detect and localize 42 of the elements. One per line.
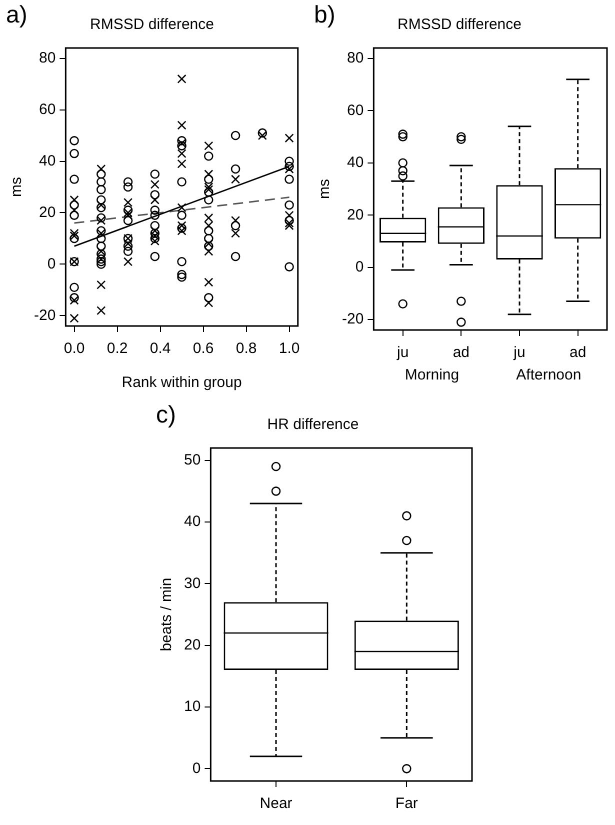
x-tick-label: Near xyxy=(260,795,292,812)
y-tick-label: 50 xyxy=(184,451,201,468)
y-axis-title: ms xyxy=(8,177,26,197)
y-tick-label: 0 xyxy=(192,760,201,777)
x-tick-label: ad xyxy=(452,344,470,362)
chart-title: RMSSD difference xyxy=(90,16,214,34)
y-tick-label: -20 xyxy=(342,310,364,328)
y-axis-title: ms xyxy=(316,179,334,199)
x-tick-label: 0.8 xyxy=(236,340,257,358)
y-tick-label: 40 xyxy=(184,513,201,530)
y-tick-label: 0 xyxy=(47,255,56,272)
x-tick-label: Far xyxy=(395,795,418,812)
text: a) xyxy=(6,2,28,29)
y-tick-label: 60 xyxy=(346,102,364,119)
y-tick-label: 20 xyxy=(184,636,201,654)
y-tick-label: 80 xyxy=(38,49,56,66)
y-tick-label: 20 xyxy=(346,206,364,224)
y-tick-label: 80 xyxy=(346,50,364,67)
text: c) xyxy=(156,402,176,429)
y-tick-label: 10 xyxy=(184,698,201,716)
y-tick-label: 60 xyxy=(38,100,56,118)
x-tick-label: 0.0 xyxy=(64,340,85,358)
y-tick-label: 40 xyxy=(38,152,56,170)
x-tick-label: ad xyxy=(569,344,586,362)
x-tick-label: ju xyxy=(396,344,409,362)
x-tick-label: ju xyxy=(512,344,526,362)
x-tick-label: 0.2 xyxy=(106,340,128,358)
chart-title: HR difference xyxy=(267,416,359,434)
y-tick-label: 30 xyxy=(184,574,201,592)
y-tick-label: 40 xyxy=(346,154,364,172)
text: Afternoon xyxy=(516,366,582,384)
x-tick-label: 0.6 xyxy=(192,340,214,358)
x-tick-label: 1.0 xyxy=(278,340,300,358)
text: b) xyxy=(314,2,336,29)
text: Morning xyxy=(404,366,460,384)
y-tick-label: 0 xyxy=(355,258,364,276)
x-tick-label: 0.4 xyxy=(150,340,171,358)
x-axis-title: Rank within group xyxy=(122,374,242,392)
y-tick-label: -20 xyxy=(34,306,56,324)
y-tick-label: 20 xyxy=(38,204,56,221)
y-axis-title: beats / min xyxy=(158,578,176,652)
chart-title: RMSSD difference xyxy=(398,16,522,34)
